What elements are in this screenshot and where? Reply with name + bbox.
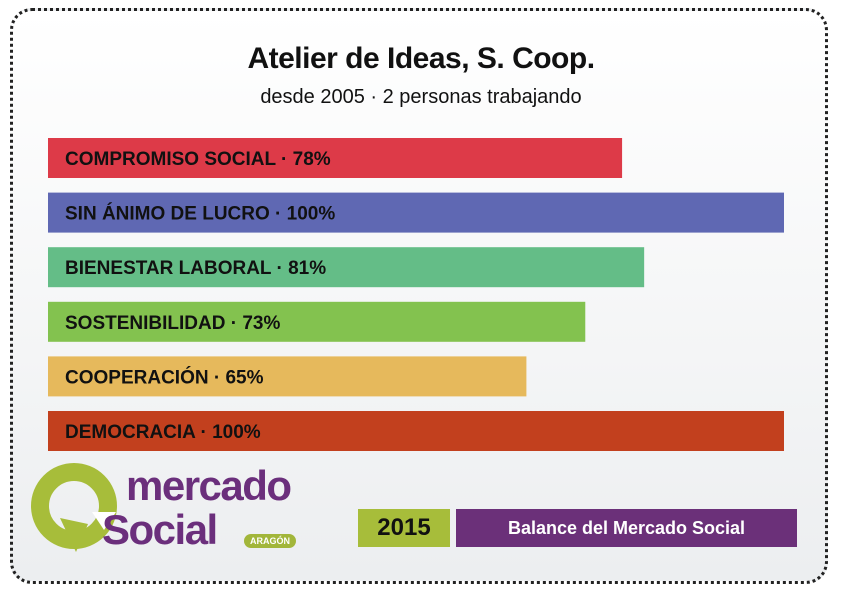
bar-2 xyxy=(48,247,645,288)
logo-region-badge: ARAGÓN xyxy=(244,534,296,548)
bar-label-1: SIN ÁNIMO DE LUCRO · 100% xyxy=(65,203,335,225)
bar-4 xyxy=(48,356,527,397)
bar-label-0: COMPROMISO SOCIAL · 78% xyxy=(65,149,331,170)
bar-1 xyxy=(48,192,784,233)
bar-label-5: DEMOCRACIA · 100% xyxy=(65,422,261,443)
logo-word-social: Social xyxy=(102,506,218,553)
page-title: Atelier de Ideas, S. Coop. xyxy=(247,42,595,75)
bar-3 xyxy=(48,301,586,342)
report-title-badge: Balance del Mercado Social xyxy=(456,509,797,547)
bar-label-2: BIENESTAR LABORAL · 81% xyxy=(65,258,326,279)
page-subtitle: desde 2005 · 2 personas trabajando xyxy=(260,86,582,108)
bar-label-4: COOPERACIÓN · 65% xyxy=(65,366,264,388)
mercado-social-logo: mercado Social ARAGÓN xyxy=(30,462,300,572)
bar-label-3: SOSTENIBILIDAD · 73% xyxy=(65,313,280,334)
speech-bubble-arrow-icon xyxy=(31,463,117,552)
bar-chart: COMPROMISO SOCIAL · 78% SIN ÁNIMO DE LUCR… xyxy=(48,138,784,451)
logo-word-mercado: mercado xyxy=(126,462,292,509)
card-frame xyxy=(10,8,828,584)
bar-5 xyxy=(48,411,784,451)
year-badge: 2015 xyxy=(358,509,450,547)
bar-0 xyxy=(48,138,623,178)
